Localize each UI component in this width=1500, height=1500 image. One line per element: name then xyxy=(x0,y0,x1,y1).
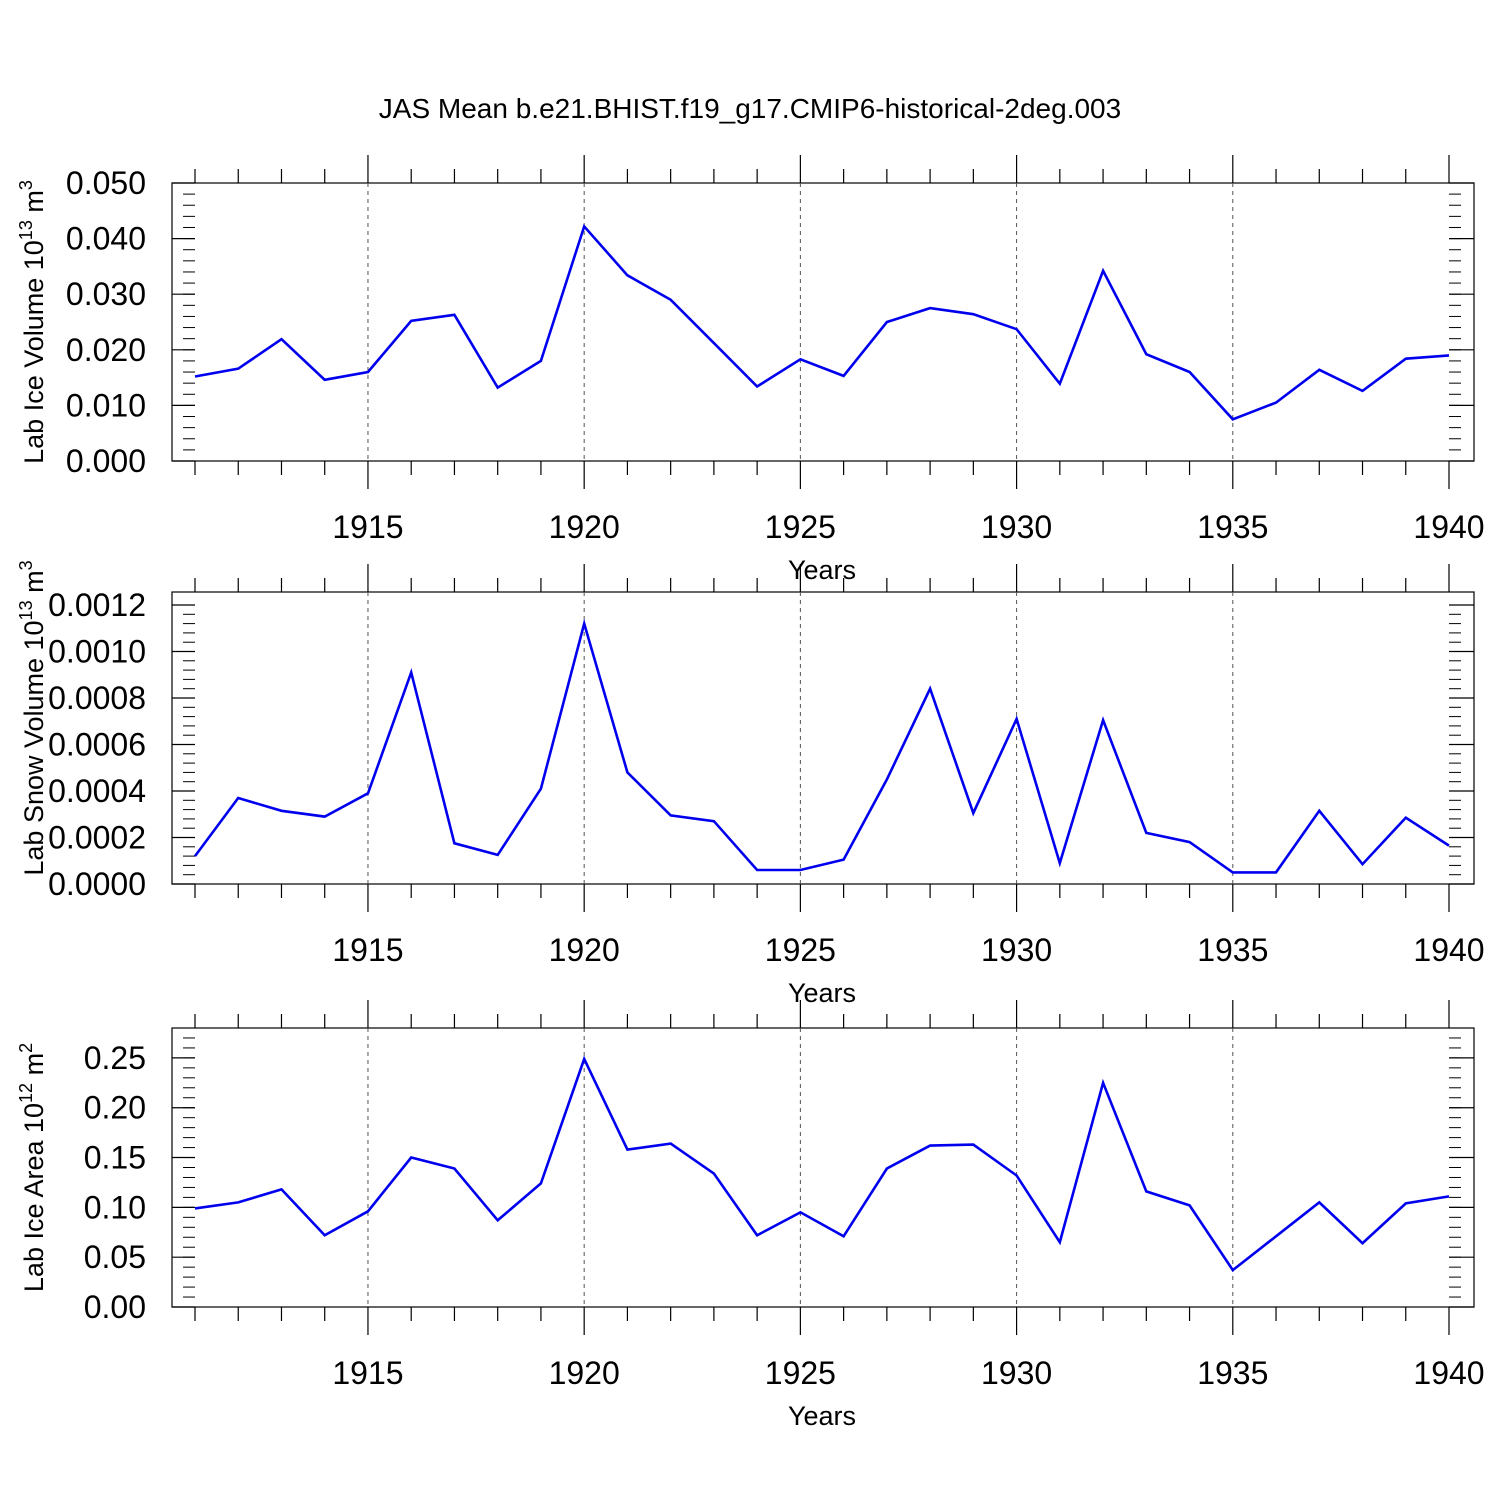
y-tick-label: 0.05 xyxy=(84,1239,146,1275)
y-axis-label-unit-exponent: 3 xyxy=(16,180,36,190)
x-tick-label: 1935 xyxy=(1197,932,1268,968)
y-tick-label: 0.0008 xyxy=(48,680,146,716)
y-tick-label: 0.0012 xyxy=(48,587,146,623)
y-tick-label: 0.25 xyxy=(84,1040,146,1076)
panel-3: 1915 1920 1925 1930 1935 1940 0.00 0.05 0.10 0.15… xyxy=(16,1000,1485,1431)
x-tick-label: 1930 xyxy=(981,932,1052,968)
y-axis-label-exponent: 12 xyxy=(16,1083,36,1103)
panel-1: 1915 1920 1925 1930 1935 1940 0.000 0.010 0.020 0… xyxy=(16,155,1485,585)
y-tick-label: 0.020 xyxy=(66,332,146,368)
y-axis-label-main: Lab Snow Volume 10 xyxy=(19,620,49,875)
y-axis-label-unit-exponent: 2 xyxy=(16,1043,36,1053)
x-tick-label: 1935 xyxy=(1197,1355,1268,1391)
y-tick-label: 0.0006 xyxy=(48,727,146,763)
panel-2: 1915 1920 1925 1930 1935 1940 0.0000 0.0002 0.00… xyxy=(16,560,1485,1008)
x-tick-label: 1930 xyxy=(981,509,1052,545)
y-tick-label: 0.0010 xyxy=(48,634,146,670)
x-tick-label: 1940 xyxy=(1413,509,1484,545)
x-tick-label: 1925 xyxy=(765,932,836,968)
series-line xyxy=(193,618,1450,874)
x-tick-label: 1925 xyxy=(765,1355,836,1391)
x-tick-label: 1930 xyxy=(981,1355,1052,1391)
plot-frame xyxy=(171,182,1475,462)
y-axis-label-main: Lab Ice Volume 10 xyxy=(19,240,49,464)
x-tick-label: 1915 xyxy=(332,932,403,968)
x-tick-label: 1915 xyxy=(332,1355,403,1391)
y-tick-label: 0.10 xyxy=(84,1189,146,1225)
y-axis-label-unit-exponent: 3 xyxy=(16,560,36,570)
y-tick-label: 0.0002 xyxy=(48,820,146,856)
y-axis-label: Lab Snow Volume 1013 m3 xyxy=(16,560,49,875)
x-tick-label: 1940 xyxy=(1413,932,1484,968)
plot-frame xyxy=(171,1027,1475,1308)
series-line xyxy=(194,1055,1450,1272)
y-tick-label: 0.040 xyxy=(66,221,146,257)
y-tick-label: 0.00 xyxy=(84,1289,146,1325)
y-axis-label: Lab Ice Area 1012 m2 xyxy=(16,1043,49,1292)
x-tick-label: 1935 xyxy=(1197,509,1268,545)
x-tick-label: 1925 xyxy=(765,509,836,545)
x-axis-label: Years xyxy=(788,555,856,585)
y-tick-label: 0.050 xyxy=(66,165,146,201)
y-tick-label: 0.15 xyxy=(84,1140,146,1176)
x-tick-label: 1940 xyxy=(1413,1355,1484,1391)
chart-panels: 1915 1920 1925 1930 1935 1940 0.000 0.010 0.020 0… xyxy=(16,155,1485,1431)
chart-title: JAS Mean b.e21.BHIST.f19_g17.CMIP6-histo… xyxy=(379,93,1121,124)
y-axis-label-unit: m xyxy=(19,1053,49,1083)
x-tick-label: 1920 xyxy=(549,509,620,545)
y-axis-label: Lab Ice Volume 1013 m3 xyxy=(16,180,49,464)
y-axis-label-exponent: 13 xyxy=(16,220,36,240)
y-axis-label-unit: m xyxy=(19,570,49,600)
x-tick-label: 1920 xyxy=(549,932,620,968)
x-tick-label: 1920 xyxy=(549,1355,620,1391)
y-tick-label: 0.20 xyxy=(84,1090,146,1126)
series-line xyxy=(194,223,1450,421)
y-axis-label-exponent: 13 xyxy=(16,600,36,620)
x-axis-label: Years xyxy=(788,1401,856,1431)
x-axis-label: Years xyxy=(788,978,856,1008)
y-tick-label: 0.030 xyxy=(66,276,146,312)
y-tick-label: 0.010 xyxy=(66,387,146,423)
y-tick-label: 0.000 xyxy=(66,443,146,479)
plot-frame xyxy=(171,591,1475,885)
y-axis-label-unit: m xyxy=(19,190,49,220)
y-axis-label-main: Lab Ice Area 10 xyxy=(19,1103,49,1292)
x-tick-label: 1915 xyxy=(332,509,403,545)
y-tick-label: 0.0000 xyxy=(48,866,146,902)
y-tick-label: 0.0004 xyxy=(48,773,146,809)
